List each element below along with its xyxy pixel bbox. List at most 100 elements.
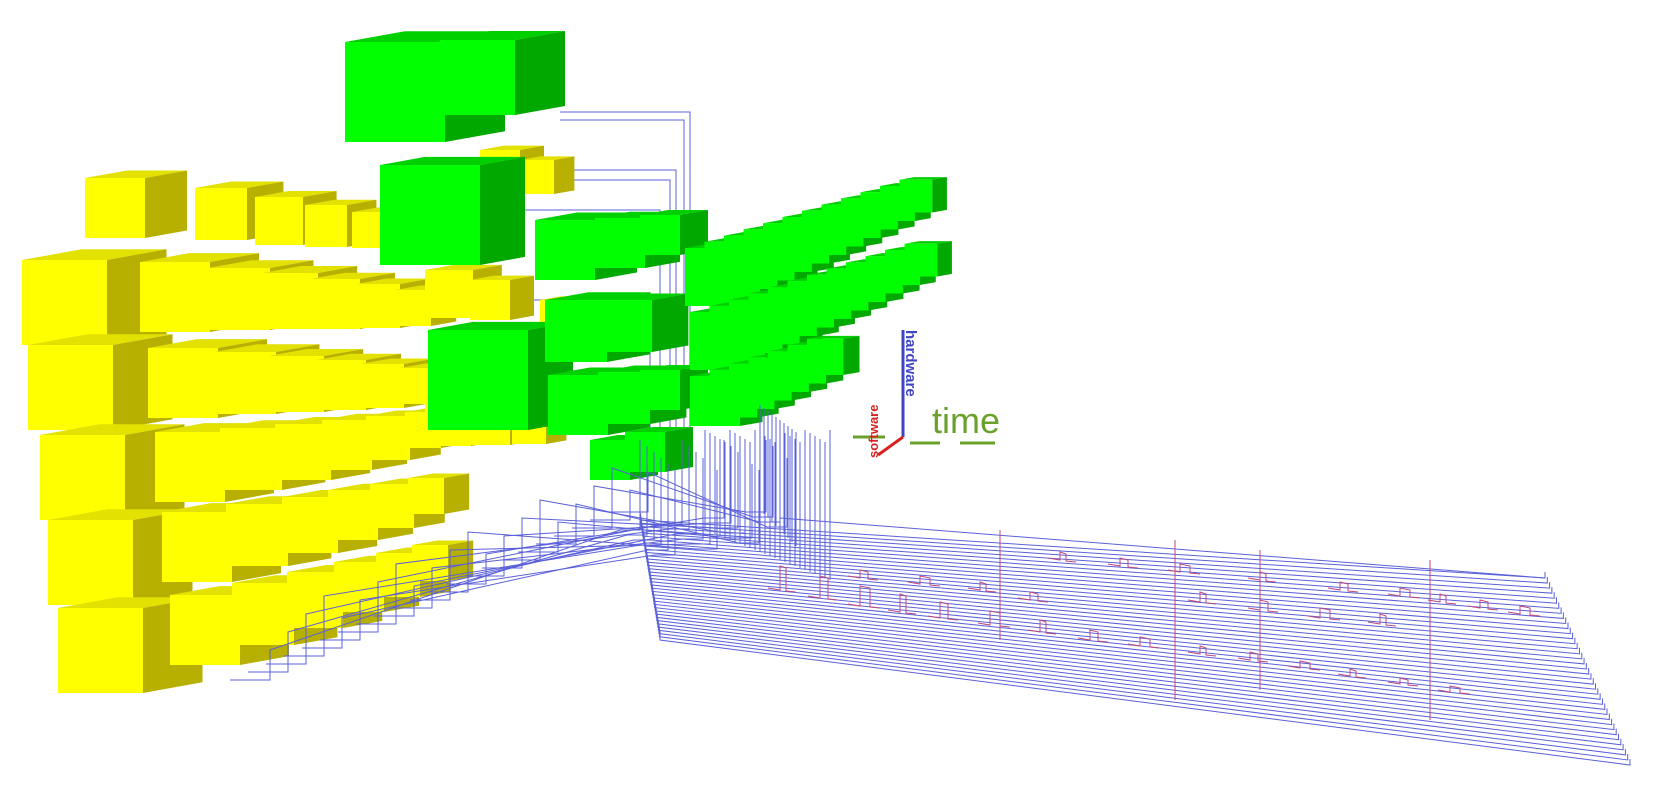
cube-top-face [140,253,259,262]
cube-top-face [425,264,502,270]
cube-front-face [625,432,665,472]
cube-front-face [226,504,288,566]
cube-front-face [40,435,125,520]
cube-top-face [48,509,193,520]
cube [85,170,187,238]
cube-side-face [843,335,860,375]
cube-side-face [510,275,534,320]
cube-front-face [305,205,347,247]
cube-top-face [208,260,314,268]
signal-spike [767,565,797,593]
time-axis-label: time [932,400,1000,441]
timeline-track [657,620,1624,751]
cube-top-face [520,156,575,160]
timeline-track [644,542,1569,630]
timeline-track [646,552,1576,645]
cube-front-face [428,330,528,430]
hardware-axis-label: hardware [902,330,919,397]
cube-front-face [535,220,595,280]
cube-side-face [932,177,947,213]
cube-top-face [480,145,544,150]
cube-top-face [428,321,573,330]
signal-spike [1247,571,1277,583]
cube-top-face [195,181,284,188]
axis-gizmo: time hardware software [853,330,1000,458]
signal-spike [1307,607,1341,621]
cube-front-face [334,562,384,612]
cube-front-face [162,512,232,582]
cube [600,293,689,352]
cube [470,275,534,320]
wire [374,452,697,617]
timeline-track [653,594,1606,710]
signal-spike [927,601,959,621]
signal-spike [847,569,879,581]
cube-front-face [366,416,410,460]
timeline-track [643,532,1562,614]
wire [446,440,725,585]
cube-top-face [360,358,435,364]
cube-front-face [545,300,607,362]
cube-front-face [28,345,113,430]
cube-front-face [899,179,933,213]
cube-top-face [268,348,364,356]
timeline-track [779,517,1546,579]
cube-top-face [40,424,185,435]
timeline-track [658,626,1629,761]
cube-front-face [595,218,645,268]
timeline-track [642,529,1560,609]
cube-top-face [262,265,358,273]
signal-spike [1327,581,1359,593]
timeline-track [644,539,1567,625]
green-cube-cluster [345,31,952,480]
signal-spike [1187,645,1217,657]
cube-front-face [262,273,318,329]
cube-front-face [356,284,400,328]
timeline-track [641,519,1553,594]
cube [170,586,289,665]
wire [320,470,676,641]
cube-side-face [665,426,693,472]
wire [482,452,739,569]
signal-spike [1507,605,1541,617]
signal-spike [1107,557,1139,569]
cube-front-face [148,348,218,418]
cube [440,31,565,115]
timeline-track [659,630,1631,766]
cube-front-face [380,165,480,265]
cube-top-face [85,170,187,178]
cube-top-face [625,426,693,432]
signal-spike [1047,551,1077,563]
cube-top-face [28,334,173,345]
timeline-track [647,555,1578,650]
cube-front-face [590,440,630,480]
timeline-plane [639,510,1631,766]
cube-front-face [310,279,360,329]
signal-spike [967,581,997,593]
cube-side-face [680,209,708,255]
cube-top-face [310,272,395,279]
cube-side-face [554,156,575,194]
cube-front-face [232,583,294,645]
cube-front-face [520,160,554,194]
signal-spike [1127,636,1161,649]
cube-front-face [328,490,378,540]
cube-top-face [535,212,637,220]
cube-front-face [155,432,225,502]
timeline-track [655,604,1613,726]
cube-front-face [195,188,247,240]
cube-top-face [904,241,952,244]
cube-front-face [255,197,303,245]
wire [338,440,683,633]
wire [560,169,677,450]
cube-front-face [425,270,473,318]
timeline-track [657,617,1622,746]
timeline-track [658,623,1626,756]
timeline-track [654,597,1608,716]
cube-top-face [600,293,689,300]
cube [899,177,947,213]
cube [380,156,525,265]
cube-side-face [937,241,952,277]
signal-spike [1247,599,1279,613]
timeline-track [653,591,1603,705]
